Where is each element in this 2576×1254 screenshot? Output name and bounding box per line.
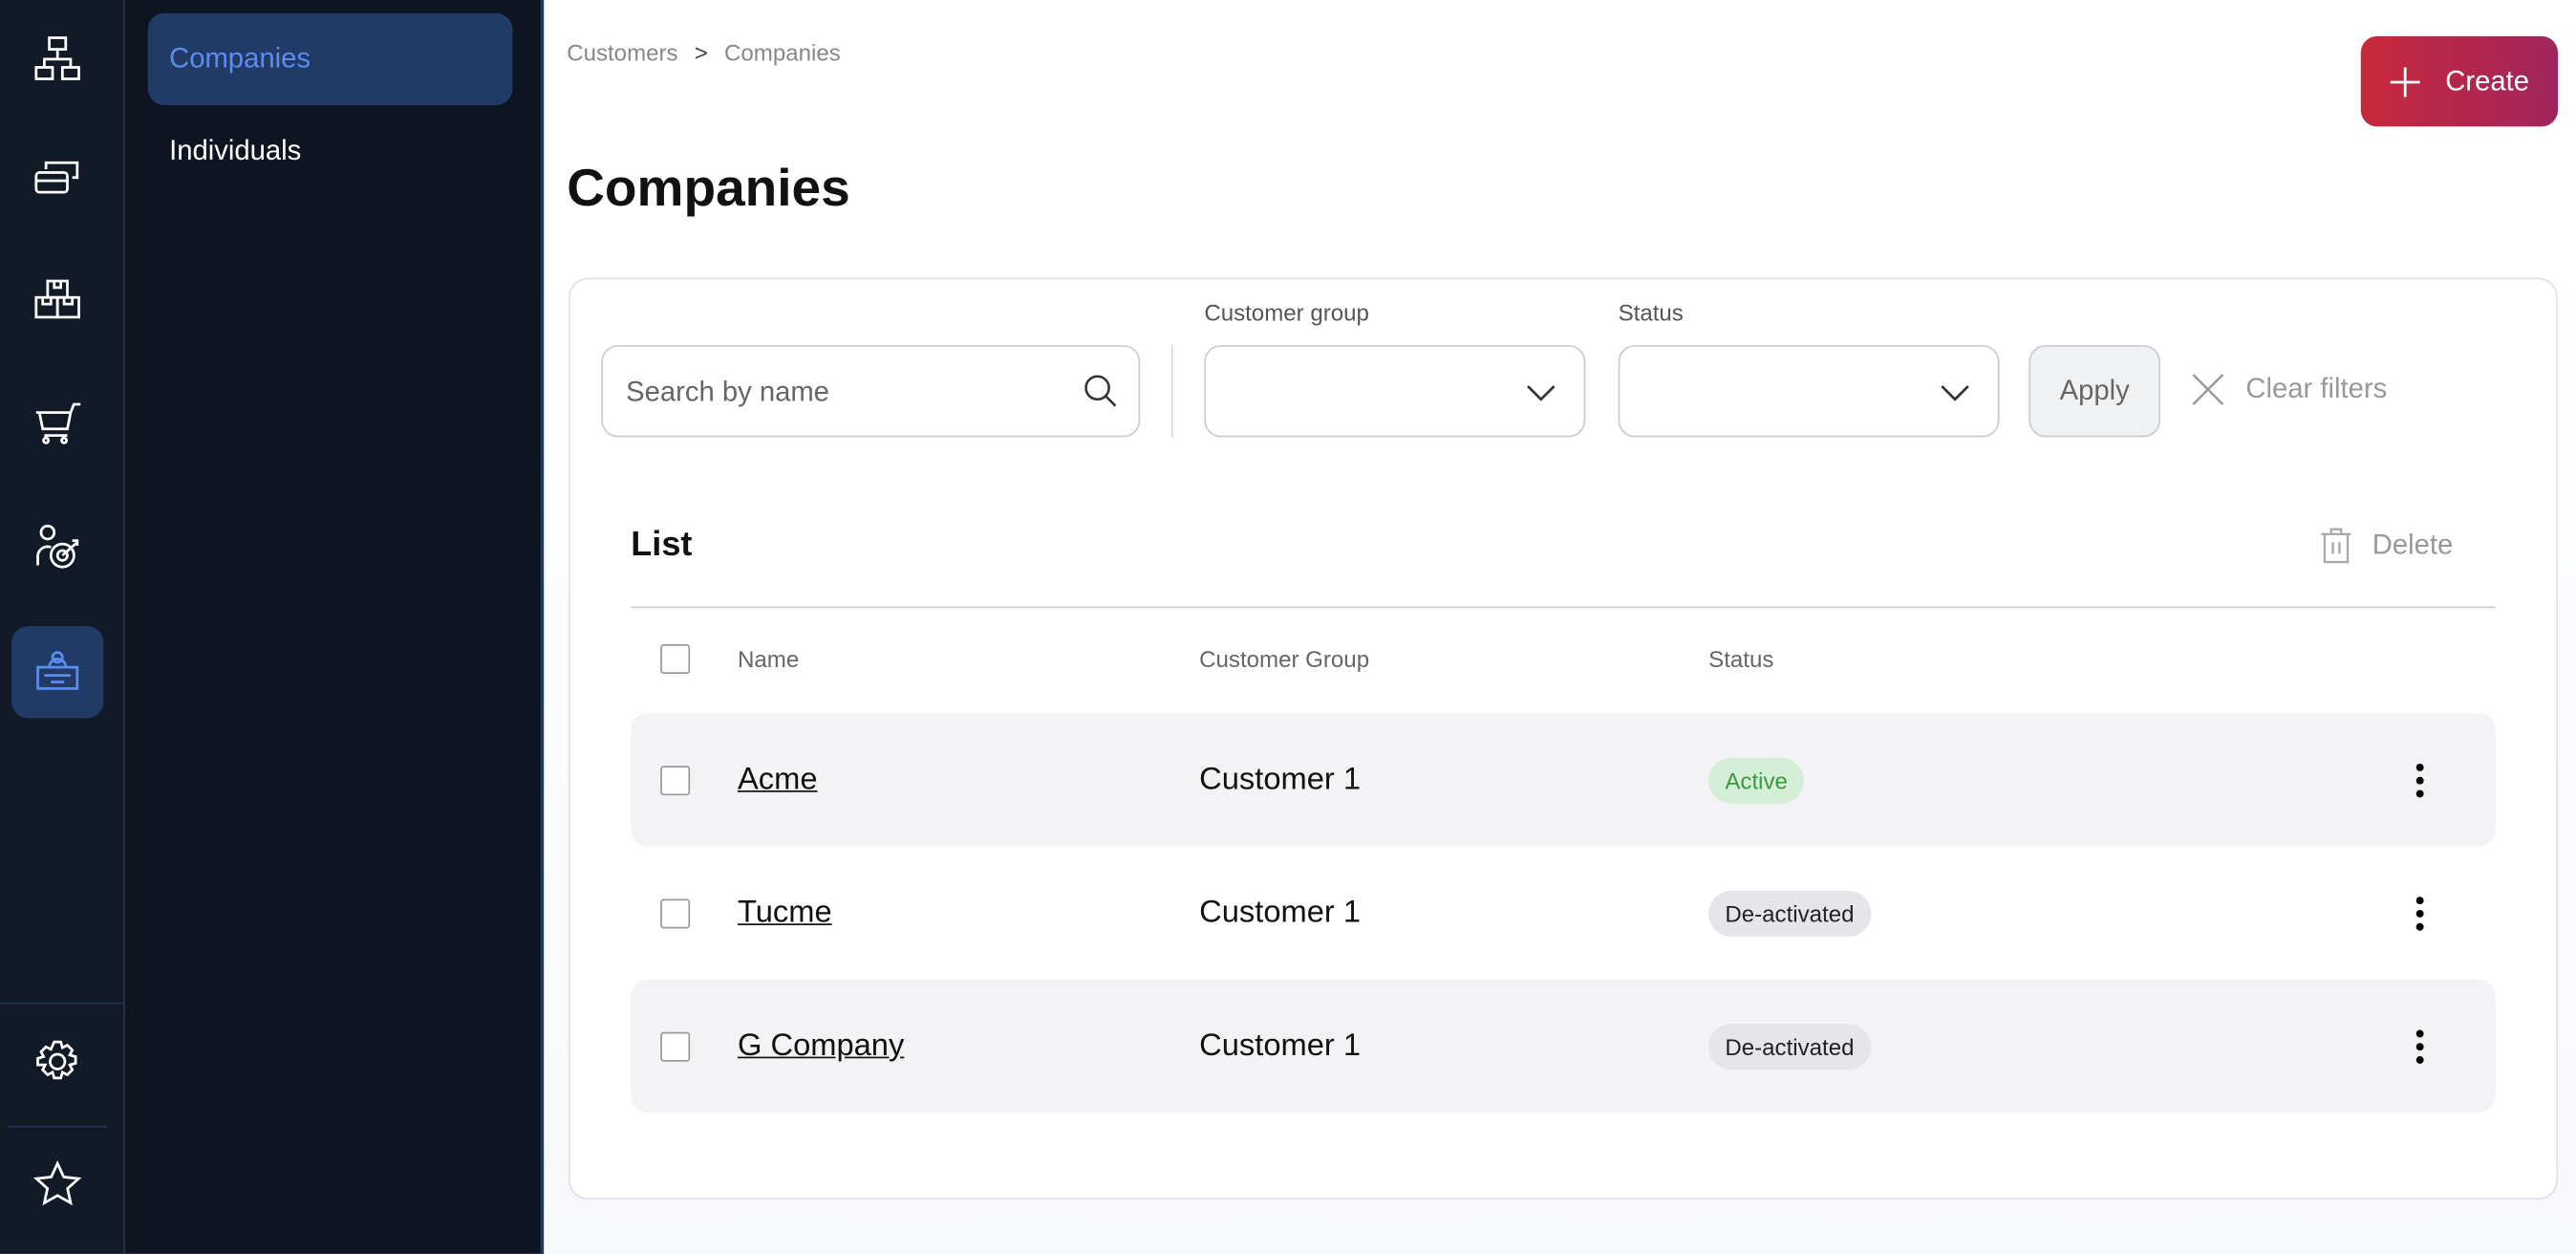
rail-item-cards[interactable] (11, 133, 103, 225)
submenu-item-companies[interactable]: Companies (147, 12, 513, 106)
column-header-name[interactable]: Name (738, 645, 800, 673)
rail-item-boxes[interactable] (11, 255, 103, 347)
customer-group-cell: Customer 1 (1199, 896, 1362, 931)
rail-divider (8, 1125, 107, 1128)
status-label: Status (1618, 298, 1684, 326)
rail-item-settings[interactable] (11, 1016, 103, 1108)
more-options-icon[interactable] (2415, 763, 2425, 799)
chevron-down-icon (1527, 385, 1556, 401)
chevron-down-icon (1941, 385, 1969, 401)
rail-item-hierarchy[interactable] (11, 13, 103, 105)
star-icon (32, 1160, 82, 1206)
customer-desk-icon (36, 651, 79, 690)
cards-icon (34, 161, 79, 194)
row-checkbox[interactable] (660, 1031, 691, 1062)
customer-group-cell: Customer 1 (1199, 1028, 1362, 1064)
search-icon[interactable] (1083, 373, 1119, 409)
select-all-checkbox[interactable] (660, 644, 691, 674)
customer-group-select[interactable] (1204, 345, 1586, 438)
delete-label: Delete (2372, 529, 2454, 561)
company-name-link[interactable]: Tucme (738, 896, 832, 931)
row-checkbox[interactable] (660, 766, 691, 796)
list-title: List (631, 526, 693, 564)
create-button[interactable]: Create (2360, 35, 2559, 127)
search-placeholder: Search by name (626, 376, 829, 408)
customer-group-cell: Customer 1 (1199, 762, 1362, 797)
table-row: G Company Customer 1 De-activated (631, 979, 2496, 1113)
row-checkbox[interactable] (660, 898, 691, 929)
clear-filters-label: Clear filters (2245, 373, 2388, 404)
rail-item-target-user[interactable] (11, 501, 103, 593)
submenu: Companies Individuals (124, 0, 545, 1254)
column-header-customer-group[interactable]: Customer Group (1199, 645, 1370, 673)
rail-item-customers[interactable] (11, 626, 104, 719)
apply-button[interactable]: Apply (2029, 345, 2160, 438)
status-badge: De-activated (1708, 890, 1871, 938)
status-badge: Active (1708, 757, 1805, 804)
status-select[interactable] (1618, 345, 2000, 438)
cart-icon (35, 402, 81, 444)
status-badge: De-activated (1708, 1024, 1871, 1070)
submenu-item-individuals[interactable]: Individuals (169, 134, 302, 166)
hierarchy-icon (34, 36, 80, 80)
customer-group-label: Customer group (1204, 298, 1369, 326)
rail-item-favorites[interactable] (11, 1139, 103, 1231)
gear-icon (36, 1040, 77, 1080)
boxes-icon (34, 279, 80, 319)
more-options-icon[interactable] (2415, 896, 2425, 932)
breadcrumb-customers[interactable]: Customers (567, 39, 678, 66)
list-divider (631, 606, 2496, 609)
table-row: Tucme Customer 1 De-activated (631, 846, 2496, 979)
breadcrumb-separator: > (694, 39, 708, 66)
more-options-icon[interactable] (2415, 1028, 2425, 1065)
breadcrumb-companies: Companies (724, 39, 841, 66)
filter-divider (1170, 345, 1173, 438)
rail-divider (0, 1002, 125, 1005)
close-icon (2192, 374, 2224, 405)
rail-item-cart[interactable] (11, 378, 103, 469)
page-title: Companies (567, 158, 850, 217)
target-user-icon (36, 524, 79, 569)
main-content: Customers > Companies Companies Create S… (545, 0, 2576, 1254)
breadcrumb: Customers > Companies (567, 39, 841, 66)
plus-icon (2391, 66, 2421, 97)
column-header-status[interactable]: Status (1708, 645, 1774, 673)
icon-rail (0, 0, 125, 1254)
delete-button[interactable]: Delete (2320, 528, 2454, 564)
create-label: Create (2445, 64, 2530, 97)
trash-icon (2321, 528, 2351, 564)
table-row: Acme Customer 1 Active (631, 713, 2496, 847)
company-name-link[interactable]: Acme (738, 762, 818, 797)
search-input[interactable]: Search by name (601, 345, 1141, 438)
company-name-link[interactable]: G Company (738, 1028, 905, 1064)
clear-filters-button[interactable]: Clear filters (2190, 372, 2387, 408)
